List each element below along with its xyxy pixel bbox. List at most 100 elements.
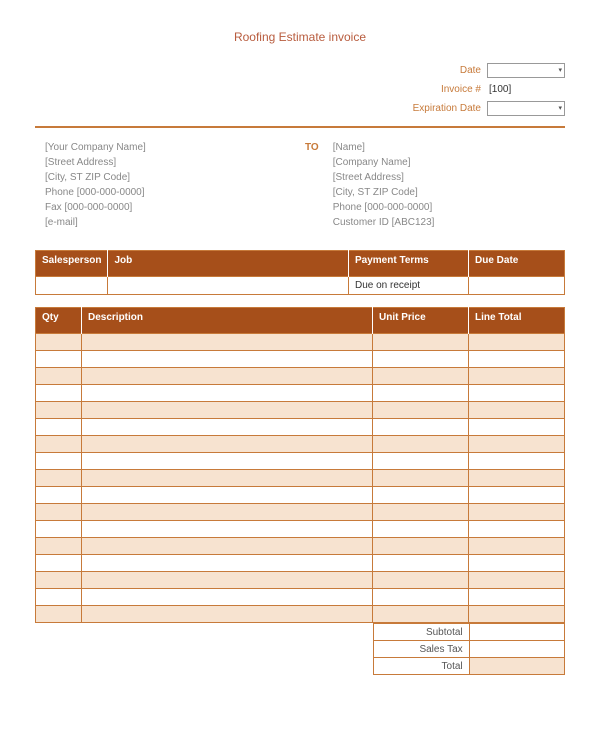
cell-unit[interactable] (373, 555, 469, 572)
cell-desc[interactable] (82, 334, 373, 351)
totals-block: Subtotal Sales Tax Total (35, 623, 565, 675)
cell-qty[interactable] (36, 606, 82, 623)
cell-payment-terms[interactable]: Due on receipt (349, 277, 469, 295)
cell-qty[interactable] (36, 470, 82, 487)
cell-line[interactable] (469, 521, 565, 538)
cell-desc[interactable] (82, 470, 373, 487)
cell-qty[interactable] (36, 402, 82, 419)
cell-line[interactable] (469, 589, 565, 606)
cell-qty[interactable] (36, 334, 82, 351)
cell-unit[interactable] (373, 453, 469, 470)
cell-qty[interactable] (36, 419, 82, 436)
salestax-value (469, 641, 564, 658)
item-row (36, 504, 565, 521)
item-row (36, 589, 565, 606)
item-row (36, 436, 565, 453)
cell-desc[interactable] (82, 351, 373, 368)
cell-qty[interactable] (36, 385, 82, 402)
from-line: Phone [000-000-0000] (45, 185, 305, 200)
cell-line[interactable] (469, 538, 565, 555)
cell-due-date[interactable] (469, 277, 565, 295)
cell-line[interactable] (469, 419, 565, 436)
cell-unit[interactable] (373, 572, 469, 589)
cell-qty[interactable] (36, 572, 82, 589)
cell-desc[interactable] (82, 385, 373, 402)
cell-line[interactable] (469, 487, 565, 504)
to-label: TO (305, 140, 333, 230)
from-line: [City, ST ZIP Code] (45, 170, 305, 185)
cell-unit[interactable] (373, 521, 469, 538)
cell-unit[interactable] (373, 436, 469, 453)
cell-desc[interactable] (82, 572, 373, 589)
cell-unit[interactable] (373, 402, 469, 419)
cell-desc[interactable] (82, 402, 373, 419)
cell-qty[interactable] (36, 538, 82, 555)
cell-desc[interactable] (82, 521, 373, 538)
cell-job[interactable] (108, 277, 349, 295)
from-line: [Your Company Name] (45, 140, 305, 155)
cell-line[interactable] (469, 555, 565, 572)
cell-unit[interactable] (373, 538, 469, 555)
expiration-date-dropdown[interactable]: ▾ (487, 101, 565, 116)
cell-desc[interactable] (82, 538, 373, 555)
cell-desc[interactable] (82, 368, 373, 385)
cell-desc[interactable] (82, 487, 373, 504)
cell-desc[interactable] (82, 453, 373, 470)
col-description: Description (82, 308, 373, 334)
date-dropdown[interactable]: ▾ (487, 63, 565, 78)
cell-line[interactable] (469, 385, 565, 402)
cell-unit[interactable] (373, 351, 469, 368)
cell-unit[interactable] (373, 589, 469, 606)
cell-qty[interactable] (36, 521, 82, 538)
cell-line[interactable] (469, 402, 565, 419)
item-row (36, 572, 565, 589)
cell-desc[interactable] (82, 555, 373, 572)
cell-line[interactable] (469, 606, 565, 623)
cell-unit[interactable] (373, 470, 469, 487)
invoice-number-value: [100] (487, 84, 565, 95)
to-line: Customer ID [ABC123] (333, 215, 435, 230)
cell-unit[interactable] (373, 606, 469, 623)
cell-unit[interactable] (373, 419, 469, 436)
cell-unit[interactable] (373, 504, 469, 521)
cell-unit[interactable] (373, 487, 469, 504)
cell-desc[interactable] (82, 504, 373, 521)
info-table: Salesperson Job Payment Terms Due Date D… (35, 250, 565, 295)
cell-line[interactable] (469, 334, 565, 351)
cell-unit[interactable] (373, 334, 469, 351)
from-line: [e-mail] (45, 215, 305, 230)
cell-line[interactable] (469, 572, 565, 589)
cell-qty[interactable] (36, 555, 82, 572)
item-row (36, 402, 565, 419)
from-line: [Street Address] (45, 155, 305, 170)
info-row: Due on receipt (36, 277, 565, 295)
cell-unit[interactable] (373, 385, 469, 402)
cell-line[interactable] (469, 368, 565, 385)
cell-qty[interactable] (36, 504, 82, 521)
cell-qty[interactable] (36, 487, 82, 504)
cell-qty[interactable] (36, 368, 82, 385)
cell-qty[interactable] (36, 351, 82, 368)
col-unit-price: Unit Price (373, 308, 469, 334)
cell-line[interactable] (469, 504, 565, 521)
to-line: Phone [000-000-0000] (333, 200, 435, 215)
cell-line[interactable] (469, 453, 565, 470)
cell-unit[interactable] (373, 368, 469, 385)
cell-line[interactable] (469, 436, 565, 453)
cell-desc[interactable] (82, 419, 373, 436)
cell-desc[interactable] (82, 589, 373, 606)
cell-line[interactable] (469, 351, 565, 368)
item-row (36, 606, 565, 623)
cell-desc[interactable] (82, 436, 373, 453)
cell-line[interactable] (469, 470, 565, 487)
item-row (36, 538, 565, 555)
item-row (36, 385, 565, 402)
from-line: Fax [000-000-0000] (45, 200, 305, 215)
cell-qty[interactable] (36, 589, 82, 606)
subtotal-value (469, 624, 564, 641)
cell-desc[interactable] (82, 606, 373, 623)
cell-qty[interactable] (36, 453, 82, 470)
col-job: Job (108, 251, 349, 277)
cell-salesperson[interactable] (36, 277, 108, 295)
cell-qty[interactable] (36, 436, 82, 453)
